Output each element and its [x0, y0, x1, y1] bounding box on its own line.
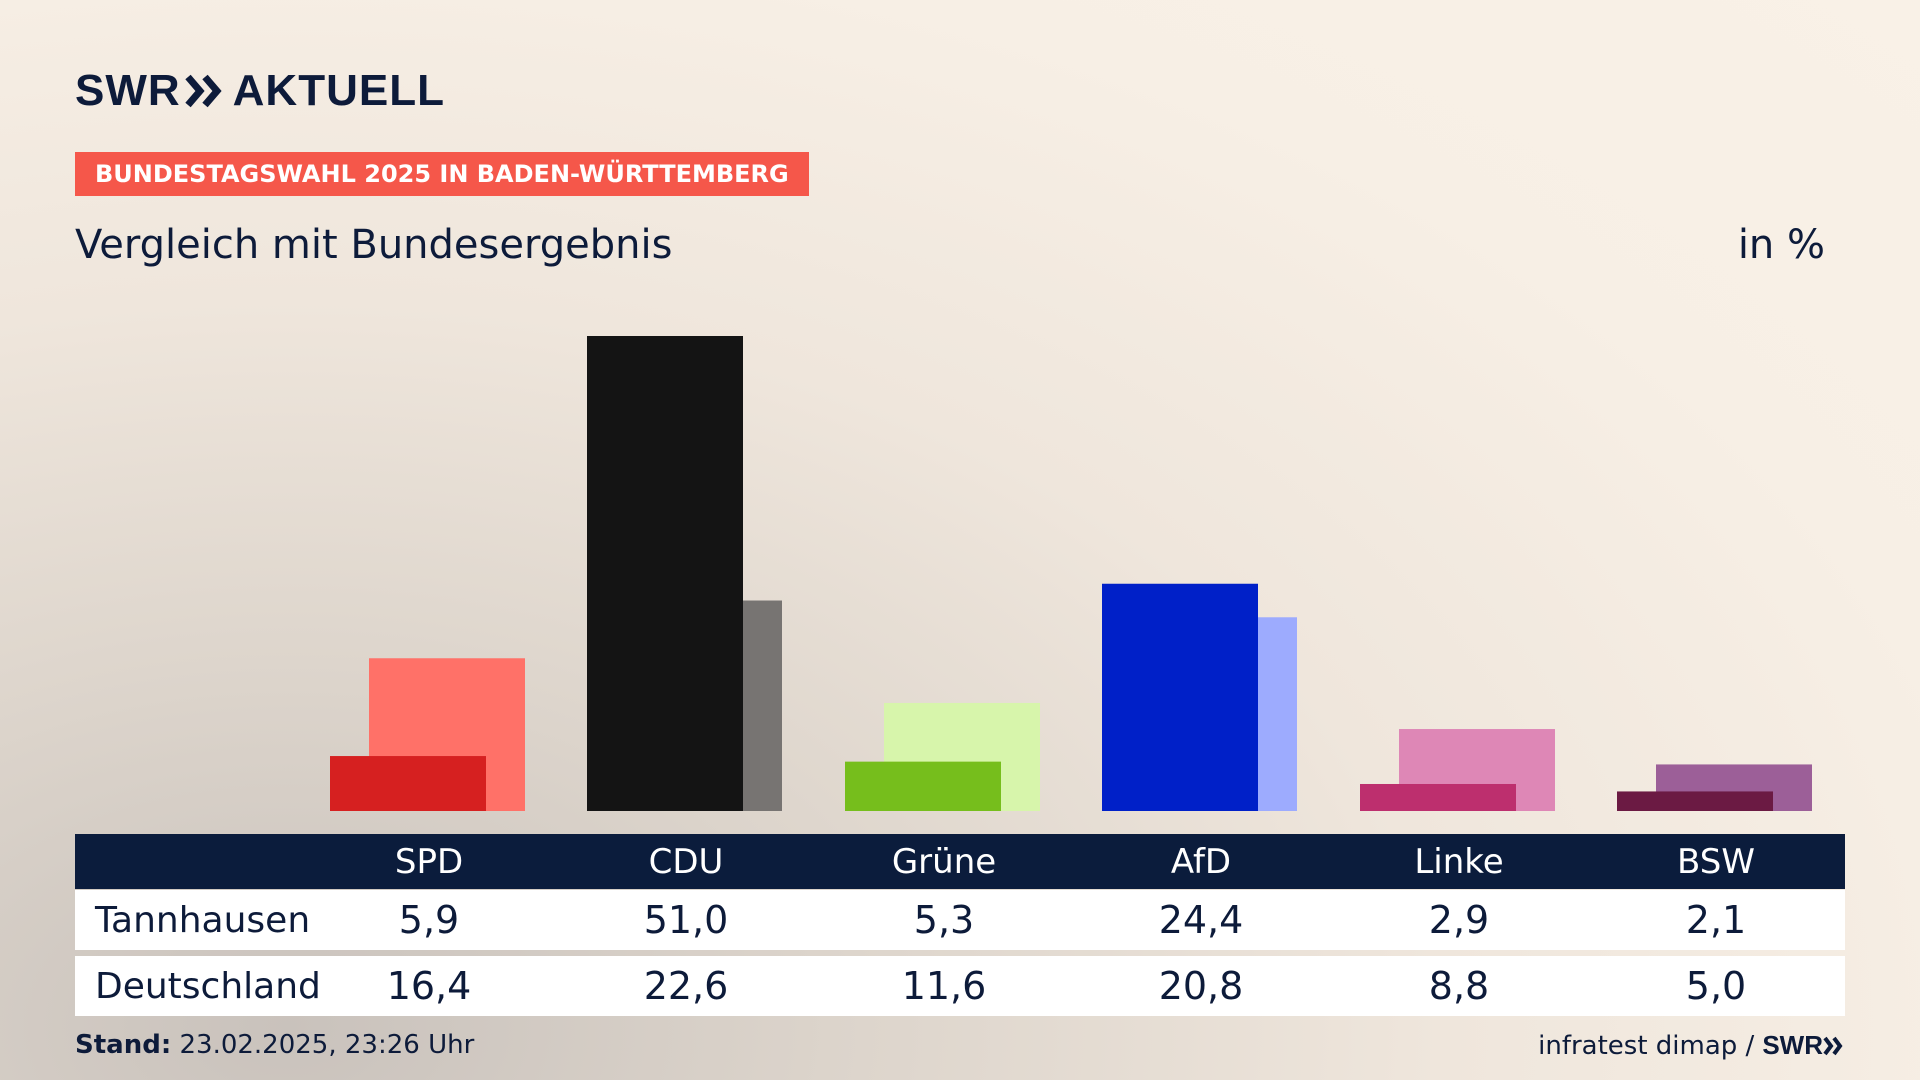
- unit-label: in %: [1737, 222, 1825, 268]
- bar-tannhausen-afd: [1102, 583, 1258, 811]
- table-cell: 20,8: [1158, 964, 1244, 1008]
- column-header-afd: AfD: [1170, 841, 1232, 882]
- logo-brand: SWR: [75, 66, 181, 115]
- logo-product: AKTUELL: [232, 66, 445, 115]
- column-header-spd: SPD: [394, 841, 464, 882]
- table-cell: 16,4: [386, 964, 472, 1008]
- table-cell: 11,6: [901, 964, 987, 1008]
- row-label-deutschland: Deutschland: [95, 965, 321, 1007]
- column-header-bsw: BSW: [1677, 841, 1755, 882]
- table-header: SPD CDU Grüne AfD Linke BSW: [75, 834, 1845, 889]
- double-chevron-icon: [184, 74, 222, 108]
- chart-subtitle: Vergleich mit Bundesergebnis: [75, 222, 673, 268]
- table-cell: 2,9: [1428, 898, 1490, 942]
- table-cell: 5,0: [1685, 964, 1747, 1008]
- column-header-linke: Linke: [1414, 841, 1504, 882]
- election-banner: BUNDESTAGSWAHL 2025 IN BADEN-WÜRTTEMBERG: [75, 152, 809, 196]
- stand-value: 23.02.2025, 23:26 Uhr: [179, 1030, 475, 1060]
- table-cell: 5,9: [398, 898, 460, 942]
- table-cell: 24,4: [1158, 898, 1244, 942]
- table-cell: 51,0: [643, 898, 729, 942]
- bar-tannhausen-bsw: [1617, 791, 1773, 811]
- timestamp: Stand: 23.02.2025, 23:26 Uhr: [75, 1030, 474, 1060]
- table-cell: 5,3: [913, 898, 975, 942]
- table-cell: 2,1: [1685, 898, 1747, 942]
- row-label-tannhausen: Tannhausen: [95, 899, 311, 941]
- column-header-cdu: CDU: [648, 841, 724, 882]
- results-table: SPD CDU Grüne AfD Linke BSW Tannhausen 5,9 51,…: [75, 834, 1845, 1016]
- stand-label: Stand:: [75, 1030, 172, 1060]
- table-row: Tannhausen 5,9 51,0 5,3 24,4 2,9 2,1: [75, 890, 1845, 950]
- source-text: infratest dimap /: [1538, 1030, 1755, 1061]
- bar-chart: [330, 336, 1812, 811]
- swr-small-logo: SWR: [1762, 1030, 1845, 1061]
- table-cell: 8,8: [1428, 964, 1490, 1008]
- source-brand: SWR: [1762, 1030, 1823, 1060]
- double-chevron-icon: [1823, 1036, 1843, 1055]
- bar-tannhausen-spd: [330, 756, 486, 811]
- table-row: Deutschland 16,4 22,6 11,6 20,8 8,8 5,0: [75, 956, 1845, 1016]
- bar-tannhausen-linke: [1360, 783, 1516, 811]
- swr-aktuell-logo: SWR AKTUELL: [75, 66, 445, 116]
- bar-tannhausen-cdu: [587, 336, 743, 811]
- bar-tannhausen-grne: [845, 761, 1001, 811]
- source-credit: infratest dimap / SWR: [1538, 1030, 1845, 1061]
- table-cell: 22,6: [643, 964, 729, 1008]
- column-header-grne: Grüne: [891, 841, 997, 882]
